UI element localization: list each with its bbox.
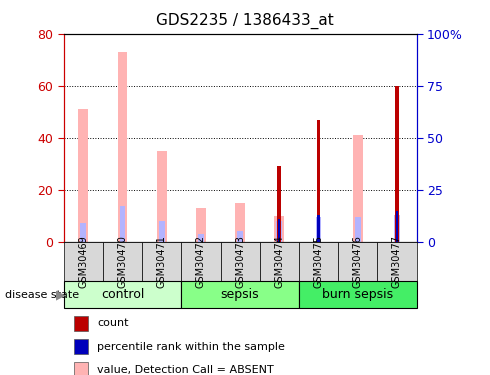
Bar — [157, 151, 167, 242]
Bar — [159, 221, 165, 242]
Bar — [316, 217, 321, 242]
Bar — [120, 207, 125, 242]
Bar — [118, 52, 127, 242]
Bar — [355, 217, 361, 242]
Text: GSM30471: GSM30471 — [157, 235, 167, 288]
Text: value, Detection Call = ABSENT: value, Detection Call = ABSENT — [97, 365, 274, 375]
Text: GSM30475: GSM30475 — [314, 235, 323, 288]
Bar — [80, 223, 86, 242]
Text: GDS2235 / 1386433_at: GDS2235 / 1386433_at — [156, 13, 334, 29]
Text: GSM30469: GSM30469 — [78, 235, 88, 288]
Text: count: count — [97, 318, 128, 328]
Text: sepsis: sepsis — [221, 288, 259, 301]
Bar — [78, 109, 88, 242]
Bar — [394, 215, 400, 242]
Text: GSM30477: GSM30477 — [392, 235, 402, 288]
Text: control: control — [101, 288, 144, 301]
Bar — [318, 215, 319, 242]
Text: GSM30476: GSM30476 — [353, 235, 363, 288]
Bar — [353, 135, 363, 242]
Text: burn sepsis: burn sepsis — [322, 288, 393, 301]
Bar — [237, 231, 243, 242]
Text: GSM30474: GSM30474 — [274, 235, 284, 288]
Bar — [198, 234, 204, 242]
Bar — [274, 216, 284, 242]
Text: ▶: ▶ — [56, 288, 66, 301]
Bar — [317, 120, 320, 242]
Bar — [196, 208, 206, 242]
Bar — [235, 203, 245, 242]
Bar — [277, 166, 281, 242]
Bar — [276, 221, 282, 242]
Text: percentile rank within the sample: percentile rank within the sample — [97, 342, 285, 351]
Text: GSM30470: GSM30470 — [118, 235, 127, 288]
Bar — [396, 211, 398, 242]
Text: disease state: disease state — [5, 290, 79, 300]
Text: GSM30472: GSM30472 — [196, 235, 206, 288]
Bar — [278, 219, 280, 242]
Bar — [395, 86, 399, 242]
Text: GSM30473: GSM30473 — [235, 235, 245, 288]
